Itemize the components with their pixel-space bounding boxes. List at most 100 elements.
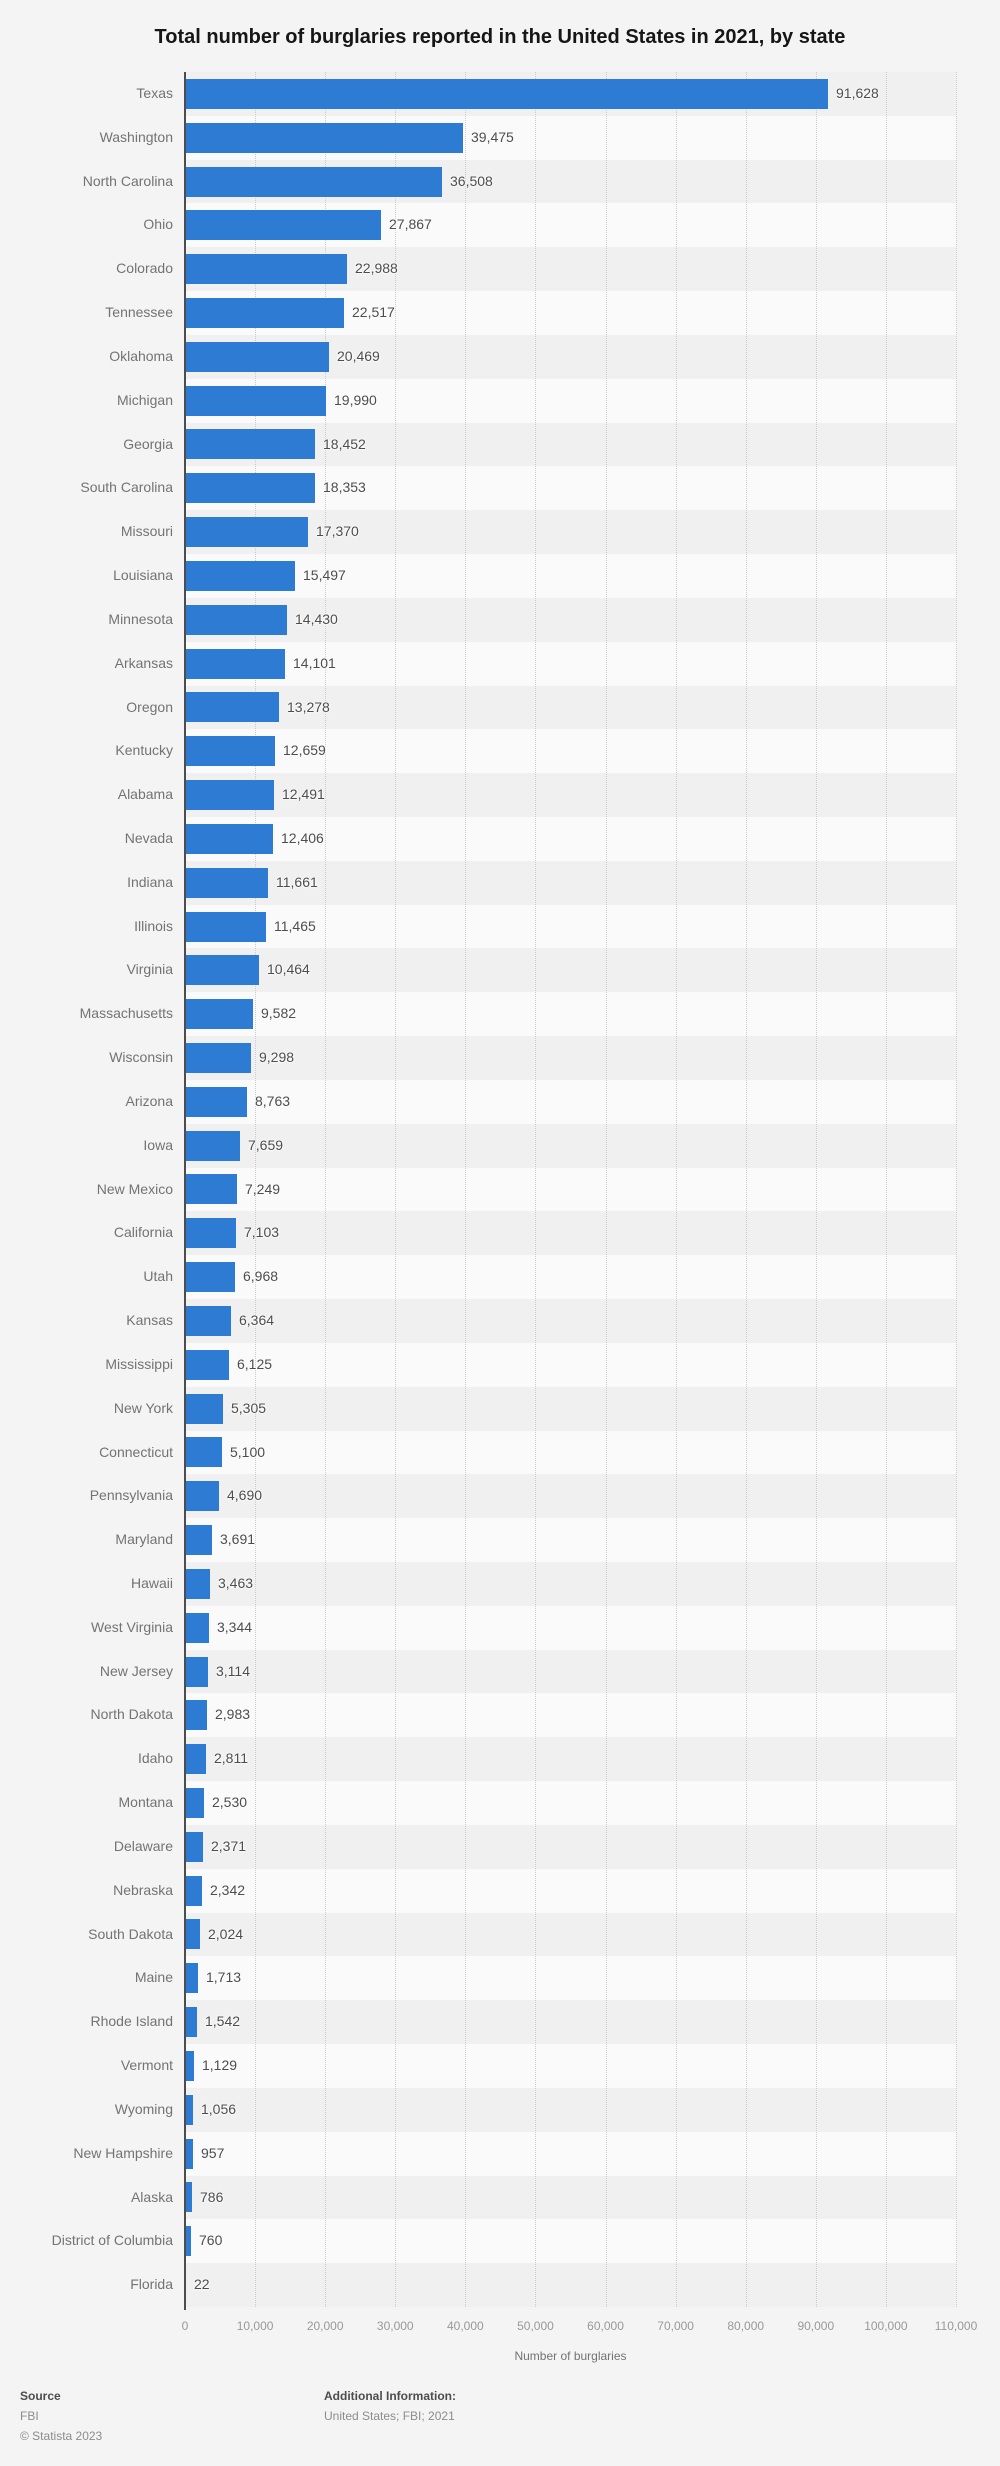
category-label: Illinois	[134, 917, 173, 934]
category-label: Rhode Island	[90, 2013, 173, 2030]
category-label: South Carolina	[80, 479, 173, 496]
category-label: Louisiana	[113, 567, 173, 584]
bar-row: Pennsylvania 4,690	[0, 1474, 1000, 1518]
bar-row: Louisiana 15,497	[0, 554, 1000, 598]
row-band	[185, 948, 956, 993]
category-label: West Virginia	[91, 1618, 173, 1635]
category-label: New Jersey	[99, 1662, 173, 1679]
x-tick-label: 20,000	[306, 2319, 344, 2333]
row-band	[185, 1824, 956, 1869]
bar	[186, 78, 828, 109]
bar-row: Utah 6,968	[0, 1255, 1000, 1299]
row-band	[185, 1255, 956, 1300]
row-band	[185, 1868, 956, 1913]
bar-row: Texas 91,628	[0, 72, 1000, 116]
gridline	[535, 72, 537, 2307]
category-label: Massachusetts	[79, 1005, 173, 1022]
value-label: 36,508	[450, 172, 493, 189]
bar-row: District of Columbia 760	[0, 2219, 1000, 2263]
category-label: Oklahoma	[109, 347, 173, 364]
row-band	[185, 860, 956, 905]
bar-row: Rhode Island 1,542	[0, 2000, 1000, 2044]
value-label: 10,464	[267, 961, 310, 978]
row-band	[185, 1561, 956, 1606]
value-label: 39,475	[471, 128, 514, 145]
x-tick-label: 100,000	[864, 2319, 908, 2333]
category-label: Virginia	[126, 961, 173, 978]
category-label: Kansas	[126, 1312, 173, 1329]
bar-row: Arkansas 14,101	[0, 642, 1000, 686]
value-label: 12,659	[283, 742, 326, 759]
bar	[186, 692, 279, 723]
row-band	[185, 1167, 956, 1212]
row-band	[185, 1737, 956, 1782]
category-label: Wyoming	[114, 2100, 173, 2117]
bar	[186, 1262, 235, 1293]
bar-row: Iowa 7,659	[0, 1124, 1000, 1168]
value-label: 957	[201, 2144, 225, 2161]
bar	[186, 1612, 209, 1643]
bar	[186, 604, 287, 635]
bar	[186, 2226, 191, 2257]
row-band	[185, 1036, 956, 1080]
bar-row: Connecticut 5,100	[0, 1431, 1000, 1475]
row-band	[185, 1693, 956, 1738]
category-label: Alabama	[117, 786, 173, 803]
value-label: 6,364	[239, 1312, 275, 1329]
bar-row: Maine 1,713	[0, 1956, 1000, 2000]
value-label: 9,298	[259, 1049, 295, 1066]
bar	[186, 823, 273, 854]
bar-row: New Jersey 3,114	[0, 1650, 1000, 1694]
value-label: 18,353	[323, 479, 366, 496]
bar-row: Kentucky 12,659	[0, 729, 1000, 773]
row-band	[185, 904, 956, 949]
row-band	[185, 729, 956, 774]
bar	[186, 1481, 219, 1512]
gridline	[255, 72, 257, 2307]
bar-row: Wyoming 1,056	[0, 2088, 1000, 2132]
value-label: 19,990	[334, 391, 377, 408]
copyright-notice: © Statista 2023	[20, 2429, 103, 2443]
category-label: Kentucky	[115, 742, 173, 759]
gridline	[395, 72, 397, 2307]
value-label: 7,659	[248, 1136, 284, 1153]
category-label: Mississippi	[105, 1355, 173, 1372]
category-label: Georgia	[123, 435, 173, 452]
value-label: 4,690	[227, 1487, 263, 1504]
x-axis-title: Number of burglaries	[514, 2349, 627, 2363]
category-label: Missouri	[120, 523, 173, 540]
category-label: Maryland	[115, 1531, 173, 1548]
gridline	[675, 72, 677, 2307]
category-label: Texas	[136, 85, 173, 101]
row-band	[185, 816, 956, 861]
bar	[186, 1788, 204, 1819]
gridline	[745, 72, 747, 2307]
category-label: Utah	[143, 1268, 173, 1285]
bar-row: North Carolina 36,508	[0, 160, 1000, 204]
value-label: 11,661	[276, 873, 318, 890]
value-label: 5,100	[230, 1443, 266, 1460]
y-axis-line	[184, 72, 186, 2310]
value-label: 3,691	[220, 1531, 256, 1548]
value-label: 9,582	[261, 1005, 297, 1022]
category-label: Alaska	[130, 2188, 173, 2205]
row-band	[185, 1123, 956, 1168]
x-tick-label: 60,000	[587, 2319, 624, 2333]
footer-additional-info-block: Additional Information: United States; F…	[324, 2386, 456, 2426]
bar	[186, 1305, 231, 1336]
value-label: 2,983	[215, 1706, 251, 1723]
bar	[186, 1919, 200, 1950]
row-band	[185, 510, 956, 555]
additional-info-value: United States; FBI; 2021	[324, 2409, 455, 2423]
value-label: 1,713	[206, 1969, 242, 1986]
bar	[186, 473, 315, 504]
category-label: New York	[113, 1399, 173, 1416]
row-band	[185, 1474, 956, 1519]
category-label: Delaware	[113, 1837, 173, 1854]
category-label: Hawaii	[130, 1574, 173, 1591]
category-label: Pennsylvania	[89, 1487, 173, 1504]
bar	[186, 955, 259, 986]
category-label: Arkansas	[114, 654, 173, 671]
value-label: 22	[194, 2276, 210, 2293]
bar-row: South Carolina 18,353	[0, 466, 1000, 510]
